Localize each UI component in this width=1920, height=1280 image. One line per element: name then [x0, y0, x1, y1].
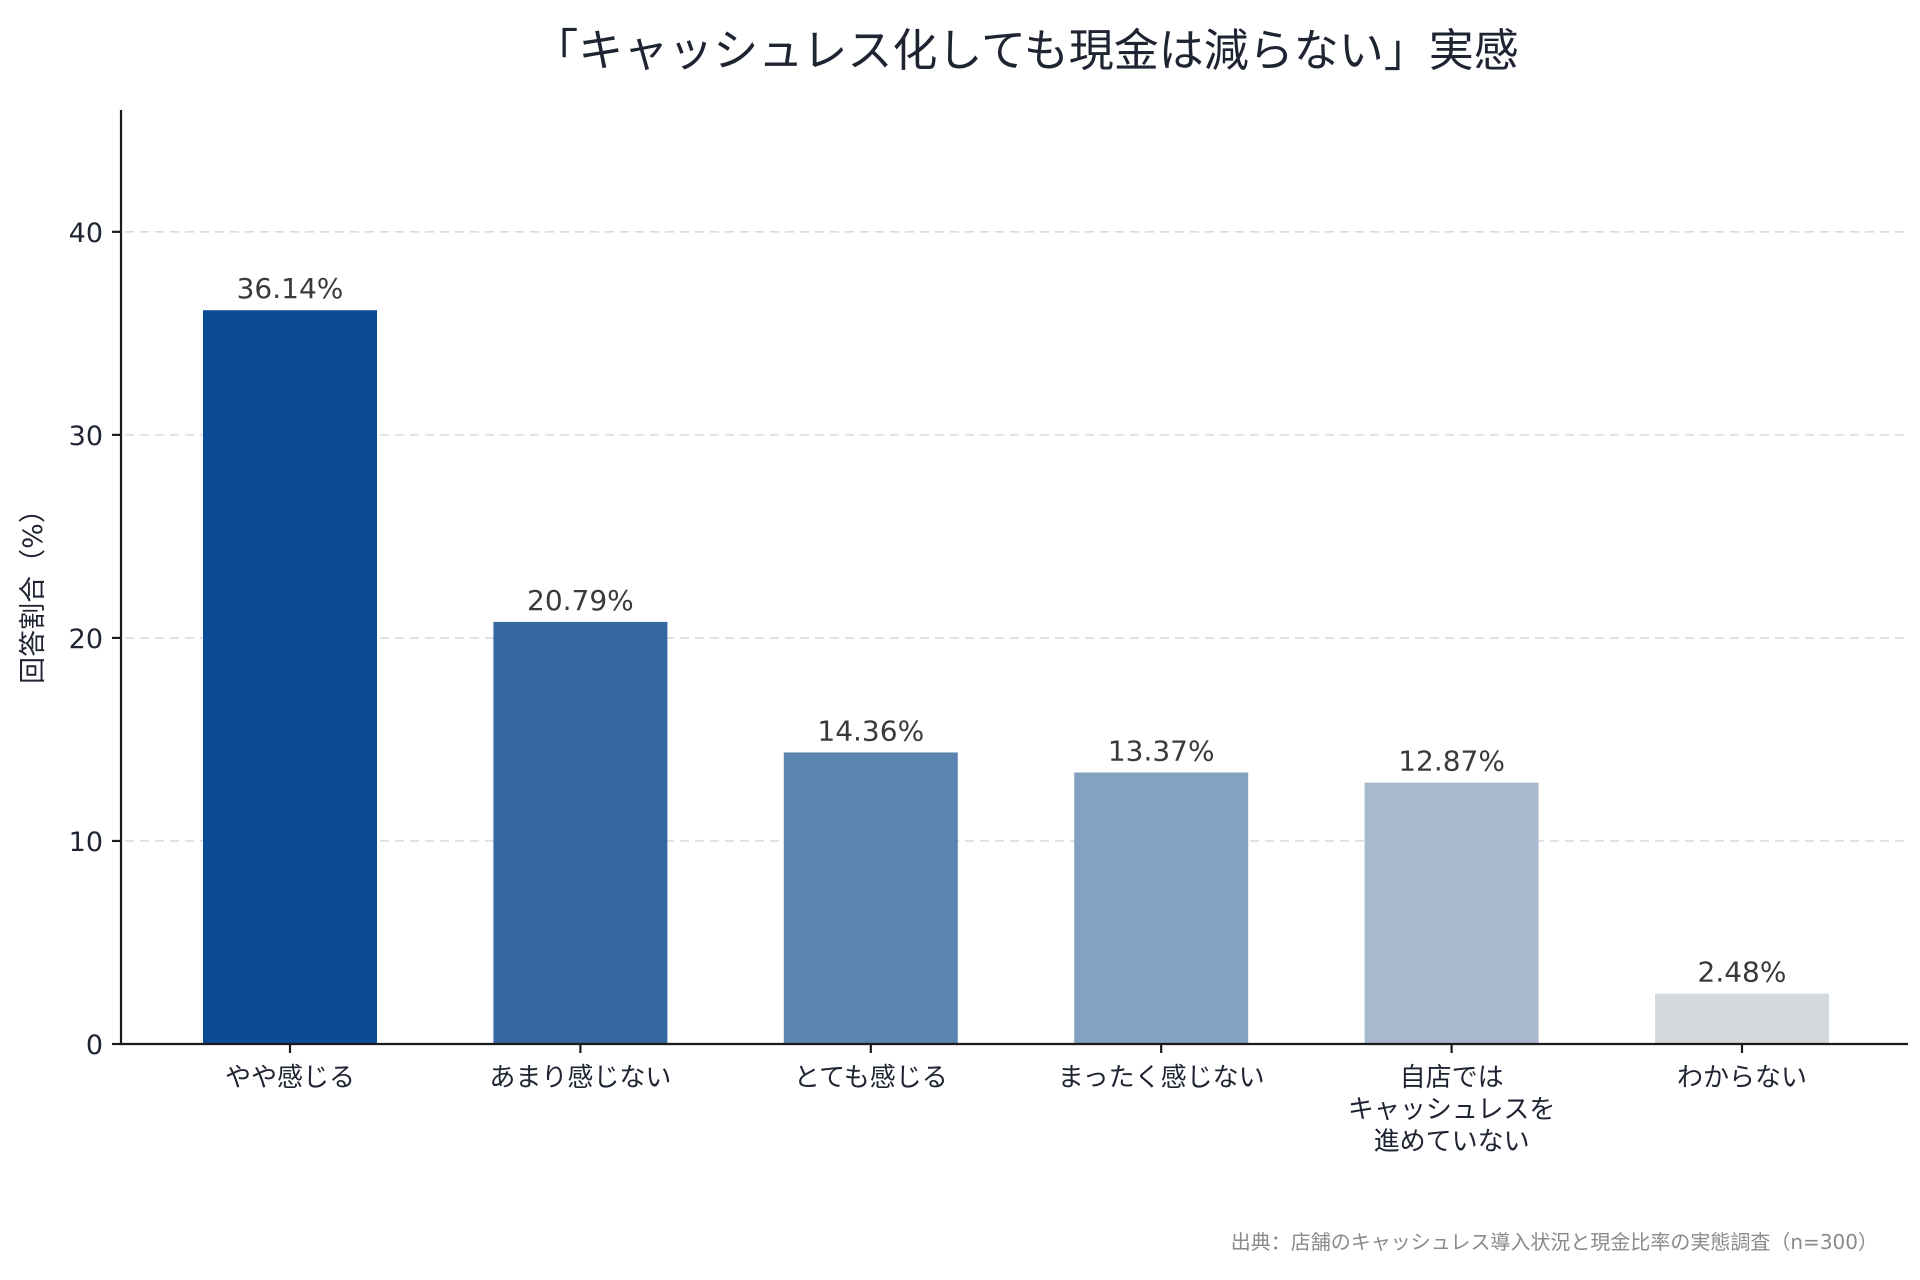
- value-label-5: 2.48%: [1698, 956, 1787, 989]
- y-tick-label-30: 30: [69, 421, 103, 452]
- y-tick-label-10: 10: [69, 827, 103, 858]
- x-tick-label-5: わからない: [1677, 1063, 1807, 1093]
- x-tick-label-0: やや感じる: [225, 1063, 355, 1093]
- y-tick-label-0: 0: [86, 1030, 103, 1061]
- bar-3: [1074, 772, 1249, 1044]
- y-tick-labels: 0 10 20 30 40: [69, 218, 121, 1061]
- value-label-3: 13.37%: [1108, 735, 1215, 768]
- x-tick-label-3-line-0: まったく感じない: [1058, 1063, 1265, 1093]
- x-tick-label-3: まったく感じない: [1058, 1063, 1265, 1093]
- x-tick-label-2-line-0: とても感じる: [794, 1063, 948, 1093]
- y-axis-label: 回答割合（%）: [18, 496, 49, 684]
- value-label-4: 12.87%: [1398, 745, 1505, 778]
- bar-1: [493, 621, 668, 1044]
- x-tick-labels: やや感じる あまり感じない とても感じる まったく感じない 自店ではキャッシュレスを進め…: [225, 1044, 1807, 1157]
- gridlines: [125, 231, 1908, 842]
- y-tick-label-40: 40: [69, 218, 103, 249]
- x-tick-label-1: あまり感じない: [489, 1063, 671, 1093]
- x-tick-label-2: とても感じる: [794, 1063, 948, 1093]
- x-tick-label-0-line-0: やや感じる: [225, 1063, 355, 1093]
- axes: [119, 110, 1908, 1046]
- bar-4: [1364, 782, 1539, 1044]
- bars: [203, 310, 1829, 1044]
- x-tick-label-4-line-0: 自店では: [1400, 1063, 1504, 1093]
- source-note: 出典：店舗のキャッシュレス導入状況と現金比率の実態調査（n=300）: [1231, 1230, 1878, 1254]
- bar-2: [783, 752, 958, 1044]
- x-tick-label-4-line-1: キャッシュレスを: [1348, 1095, 1555, 1125]
- chart-title: 「キャッシュレス化しても現金は減らない」実感: [533, 24, 1519, 77]
- bar-0: [203, 310, 377, 1044]
- x-tick-label-4: 自店ではキャッシュレスを進めていない: [1348, 1063, 1555, 1157]
- bar-5: [1655, 993, 1829, 1044]
- value-label-0: 36.14%: [237, 272, 344, 305]
- x-tick-label-5-line-0: わからない: [1677, 1063, 1807, 1093]
- y-tick-label-20: 20: [69, 624, 103, 655]
- value-label-1: 20.79%: [527, 584, 634, 617]
- x-tick-label-1-line-0: あまり感じない: [489, 1063, 671, 1093]
- value-label-2: 14.36%: [817, 714, 924, 747]
- value-labels: 36.14% 20.79% 14.36% 13.37% 12.87% 2.48%: [237, 272, 1787, 988]
- x-tick-label-4-line-2: 進めていない: [1374, 1127, 1530, 1157]
